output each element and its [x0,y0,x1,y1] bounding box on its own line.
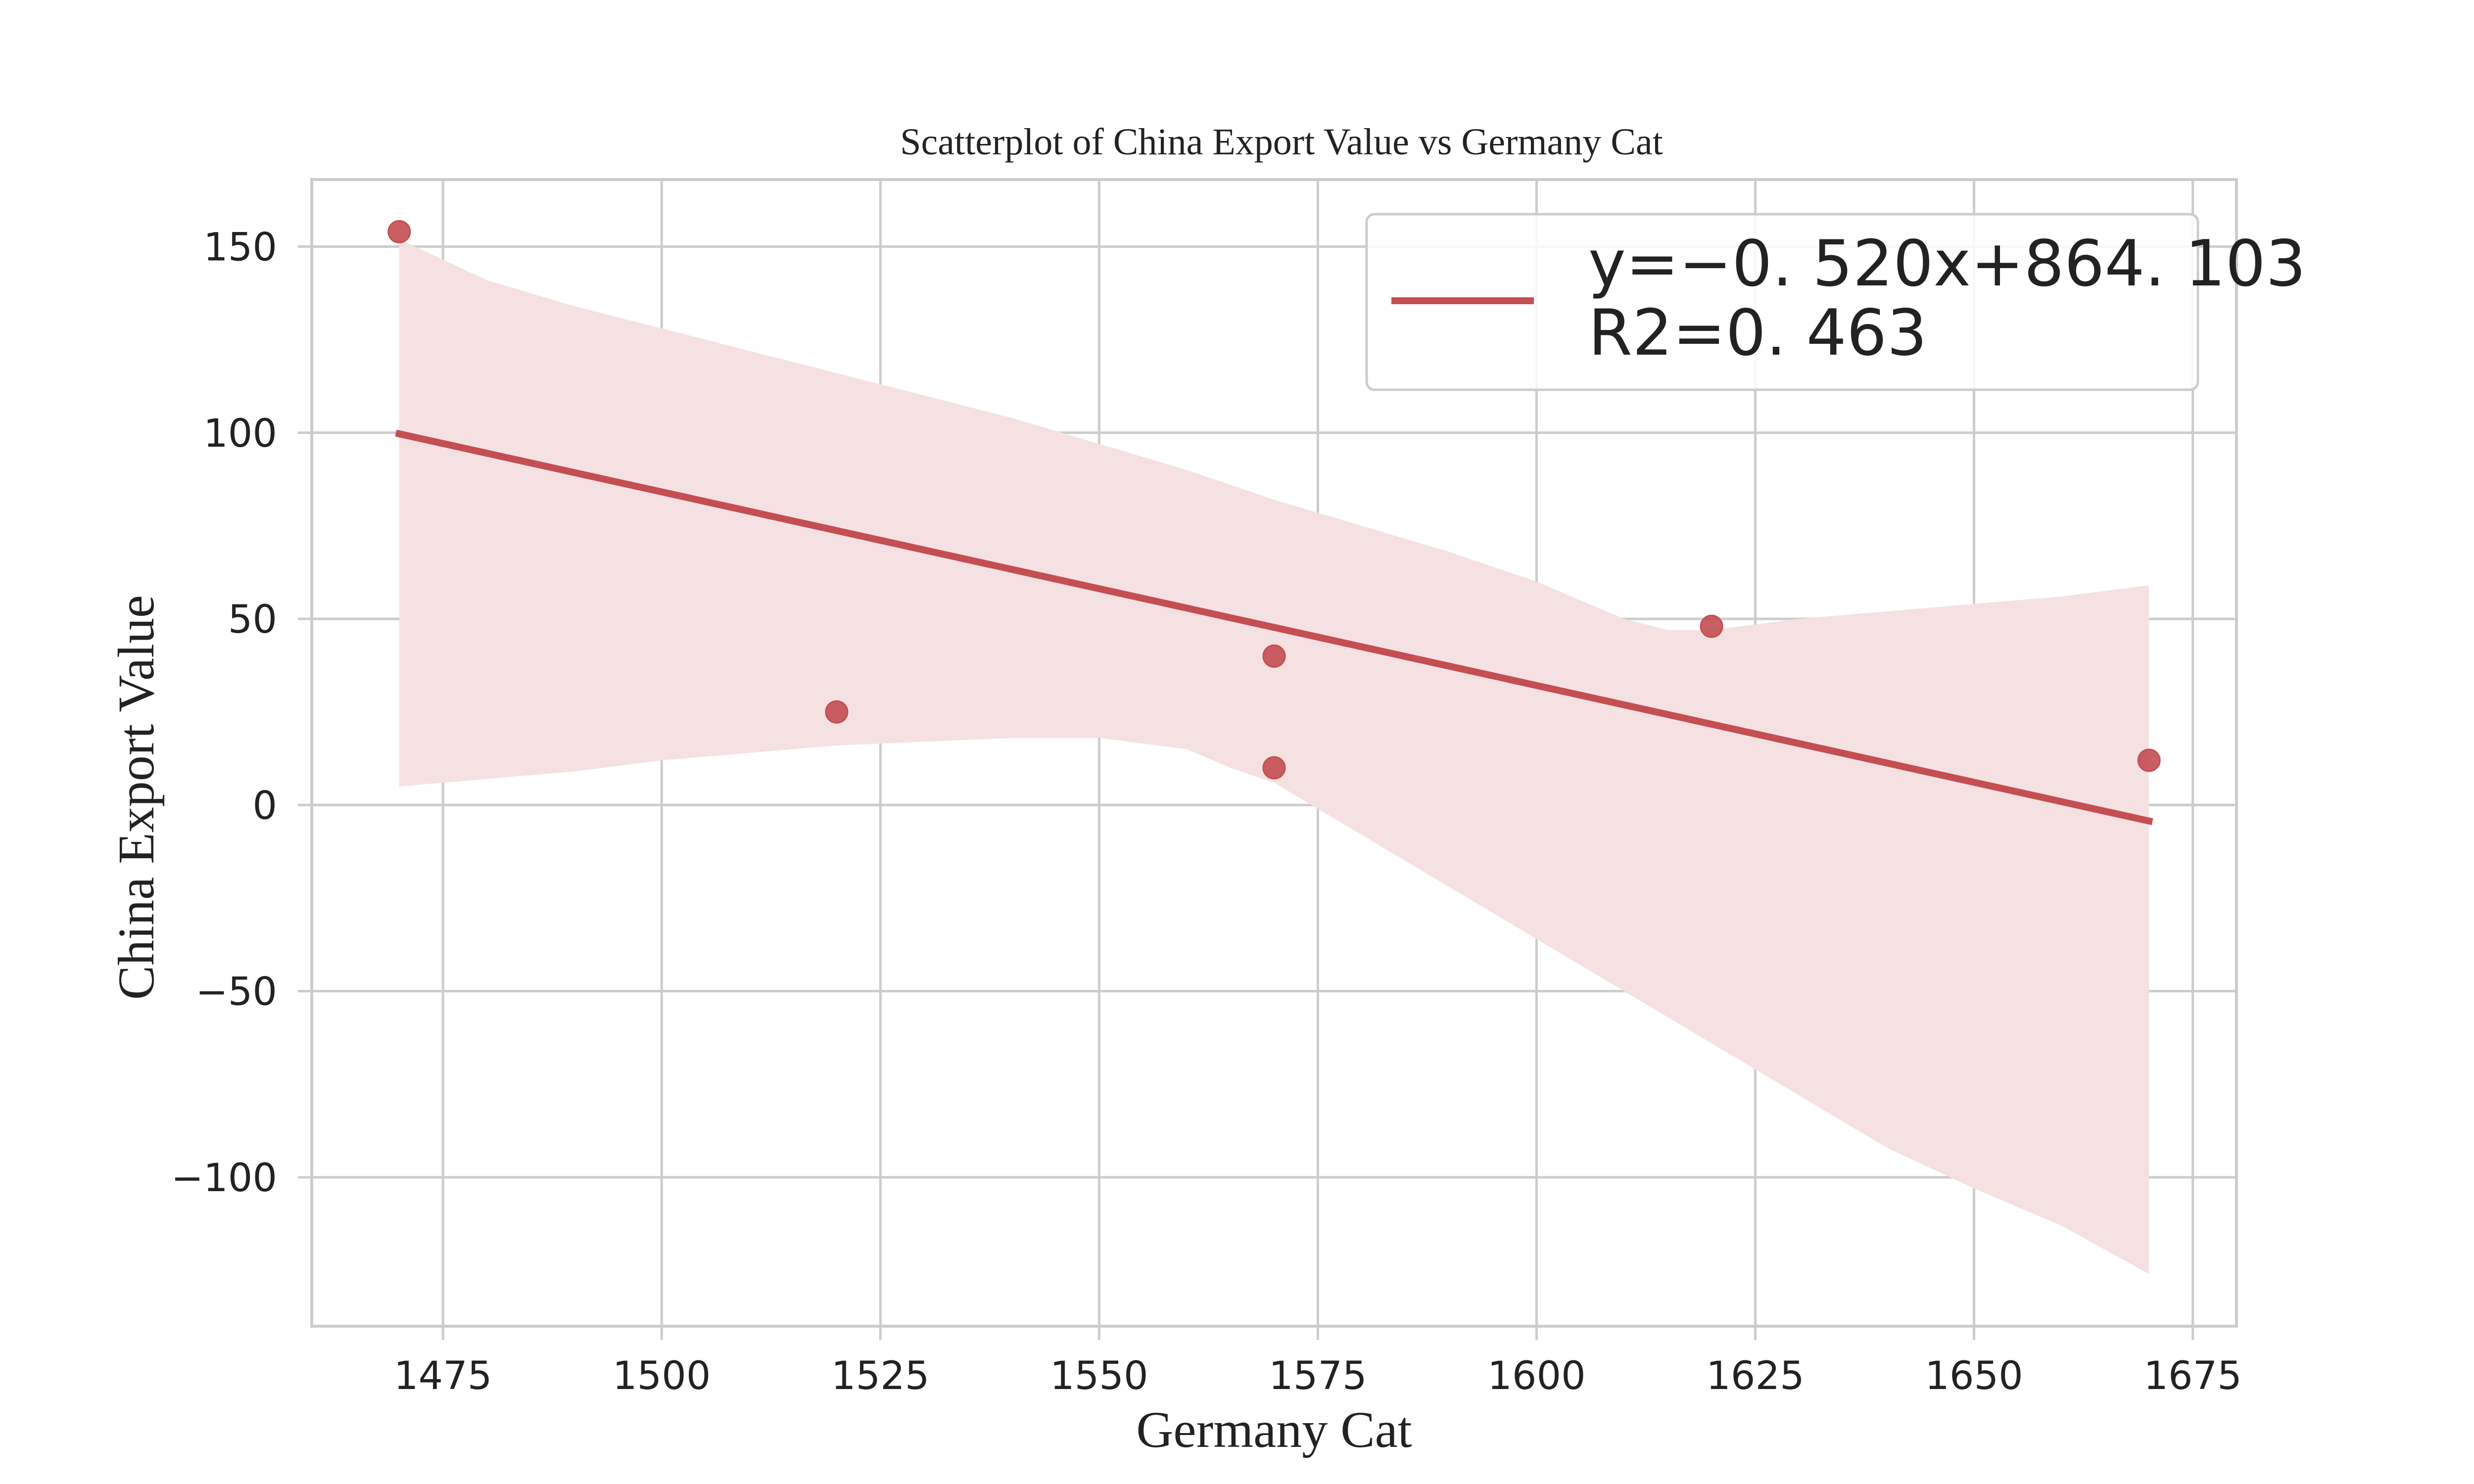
x-tick-label: 1675 [2143,1354,2242,1398]
x-tick-label: 1625 [1706,1354,1805,1398]
x-tick-label: 1575 [1269,1354,1367,1398]
legend: y=−0. 520x+864. 103 R2=0. 463 [1365,213,2306,391]
ticks [298,245,2194,1340]
legend-equation: y=−0. 520x+864. 103 [1588,227,2306,301]
y-tick-label: −50 [195,970,277,1015]
x-tick-label: 1650 [1925,1354,2023,1398]
y-axis-label: China Export Value [108,595,165,1000]
y-tick-labels: 150 100 50 0 −50 −100 [171,225,277,1200]
legend-box [1365,213,2199,391]
y-tick-label: 100 [203,412,277,456]
y-tick-label: 150 [203,225,277,270]
legend-r2: R2=0. 463 [1588,296,1927,370]
scatter-point [825,700,849,724]
x-tick-label: 1525 [831,1354,930,1398]
scatter-point [2137,748,2161,772]
scatter-point [1700,614,1723,638]
x-tick-label: 1500 [613,1354,711,1398]
scatter-point [1262,644,1286,668]
regression-line-layer [395,429,2153,826]
x-tick-label: 1600 [1487,1354,1586,1398]
scatter-point [387,220,411,243]
x-tick-labels: 1475 1500 1525 1550 1575 1600 1625 1650 1675 [394,1354,2242,1398]
x-axis-label: Germany Cat [1136,1401,1412,1458]
regression-line [395,429,2153,826]
y-tick-label: 50 [228,598,277,642]
x-tick-label: 1475 [394,1354,492,1398]
scatter-point [1262,756,1286,780]
points-layer [387,220,2161,780]
chart-title: Scatterplot of China Export Value vs Ger… [900,121,1663,163]
x-tick-label: 1550 [1050,1354,1148,1398]
y-tick-label: −100 [171,1156,277,1201]
y-tick-label: 0 [252,784,277,828]
plot-frame [310,178,2238,1328]
